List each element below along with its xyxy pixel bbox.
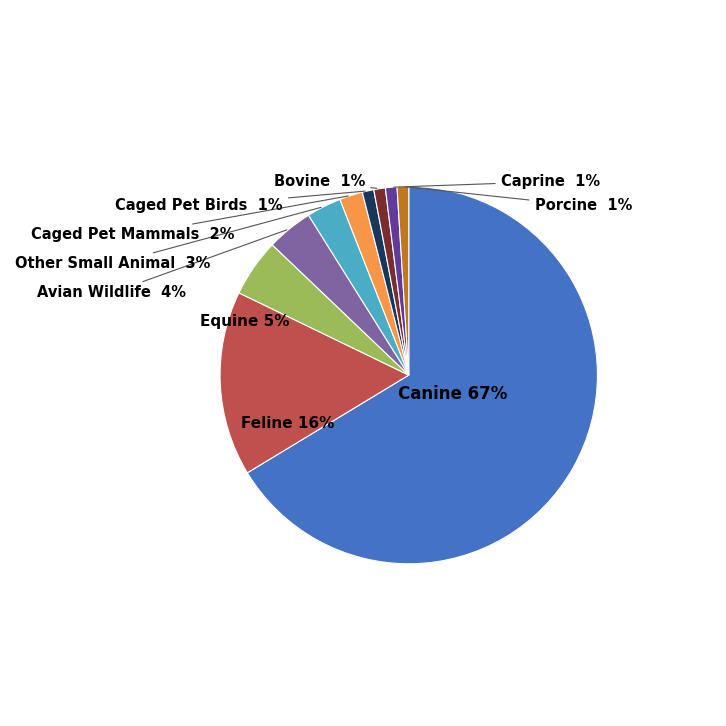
Text: Canine 67%: Canine 67% — [398, 386, 507, 404]
Wedge shape — [309, 200, 409, 375]
Wedge shape — [220, 293, 409, 473]
Text: Caprine  1%: Caprine 1% — [394, 174, 600, 189]
Wedge shape — [374, 188, 409, 375]
Wedge shape — [340, 192, 409, 375]
Text: Caged Pet Birds  1%: Caged Pet Birds 1% — [115, 191, 365, 213]
Wedge shape — [362, 189, 409, 375]
Wedge shape — [239, 245, 409, 375]
Text: Avian Wildlife  4%: Avian Wildlife 4% — [37, 230, 287, 301]
Text: Other Small Animal  3%: Other Small Animal 3% — [15, 208, 321, 272]
Wedge shape — [272, 215, 409, 375]
Text: Equine 5%: Equine 5% — [200, 314, 289, 330]
Text: Feline 16%: Feline 16% — [241, 416, 335, 431]
Text: Caged Pet Mammals  2%: Caged Pet Mammals 2% — [31, 196, 348, 242]
Wedge shape — [397, 187, 409, 375]
Wedge shape — [386, 187, 409, 375]
Wedge shape — [248, 187, 597, 564]
Text: Porcine  1%: Porcine 1% — [406, 187, 632, 213]
Text: Bovine  1%: Bovine 1% — [274, 174, 377, 189]
